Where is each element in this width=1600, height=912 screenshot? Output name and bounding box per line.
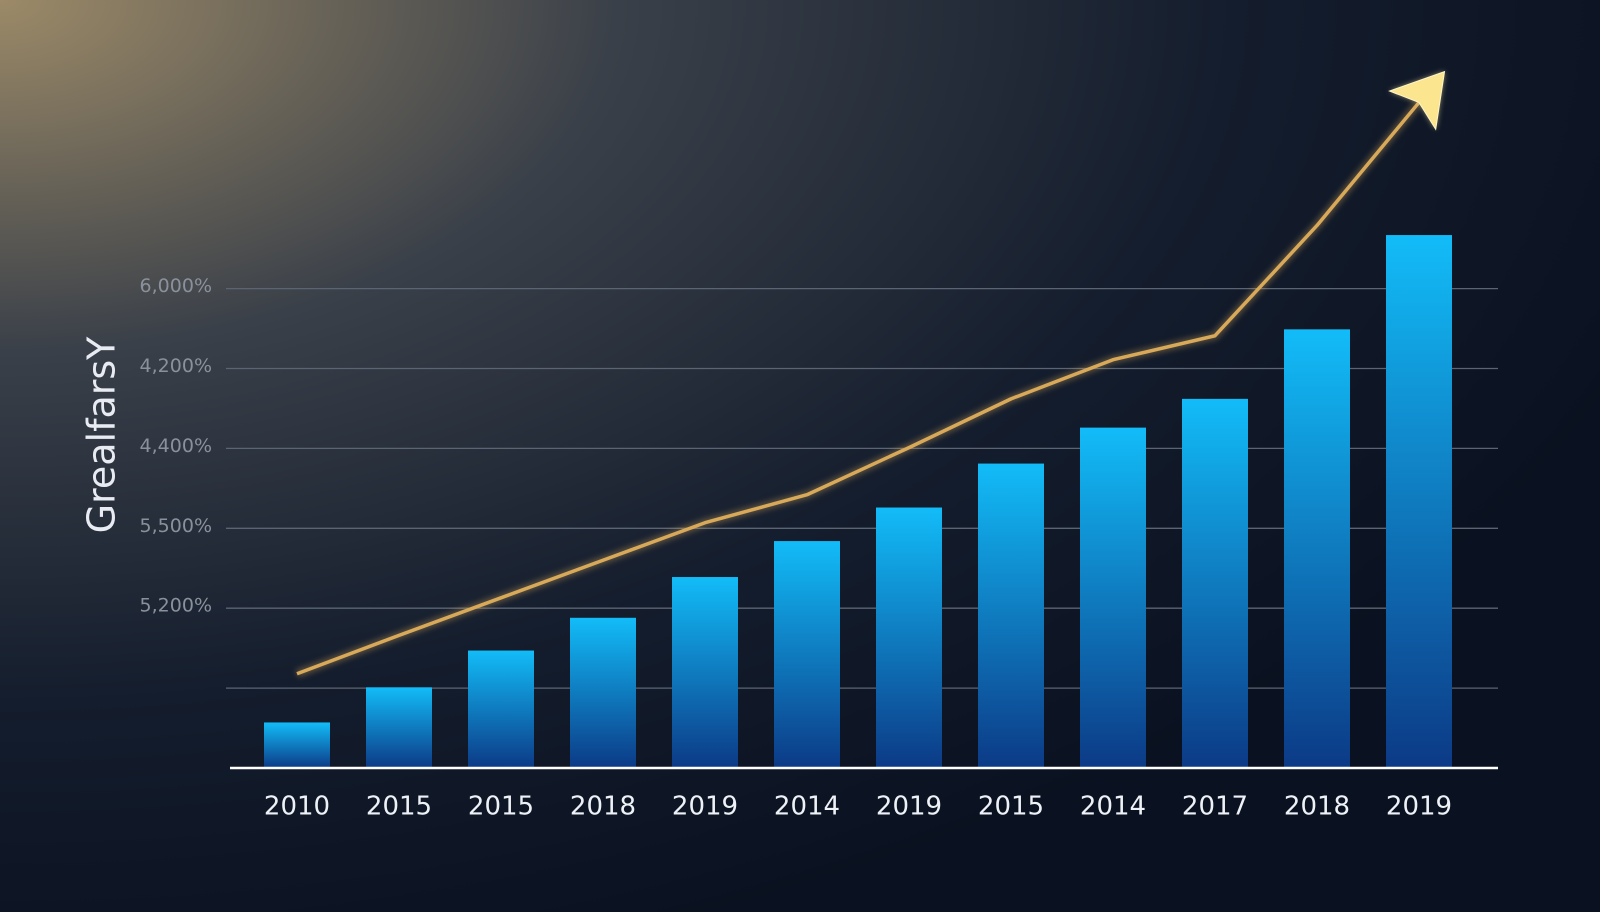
bar xyxy=(774,541,840,768)
x-tick-label: 2015 xyxy=(468,792,534,822)
y-tick-label: 4,200% xyxy=(140,355,212,377)
bar xyxy=(1182,398,1248,768)
line xyxy=(296,101,1421,676)
bar xyxy=(570,617,636,768)
bar xyxy=(1284,329,1350,768)
bars xyxy=(264,235,1452,768)
x-tick-label: 2015 xyxy=(366,792,432,822)
y-axis-label: GrealfarsY xyxy=(80,336,124,534)
bar xyxy=(1080,427,1146,768)
x-tick-label: 2018 xyxy=(1284,792,1350,822)
bar xyxy=(264,722,330,768)
y-tick-label: 5,200% xyxy=(140,595,212,617)
bar xyxy=(978,463,1044,768)
bar xyxy=(672,577,738,768)
x-tick-label: 2019 xyxy=(1386,792,1452,822)
arrow-head xyxy=(1388,70,1446,131)
x-tick-label: 2014 xyxy=(1080,792,1146,822)
x-tick-label: 2018 xyxy=(570,792,636,822)
y-tick-label: 6,000% xyxy=(140,275,212,297)
x-labels: 2010 2015 2015 2018 2019 2014 2019 2015 2014 2017… xyxy=(264,792,1452,822)
bar xyxy=(876,507,942,768)
bar xyxy=(366,687,432,768)
x-tick-label: 2017 xyxy=(1182,792,1248,822)
x-tick-label: 2014 xyxy=(774,792,840,822)
lines xyxy=(295,70,1446,678)
x-tick-label: 2019 xyxy=(876,792,942,822)
x-tick-label: 2019 xyxy=(672,792,738,822)
y-tick-label: 5,500% xyxy=(140,515,212,537)
bar xyxy=(468,650,534,768)
bar xyxy=(1386,235,1452,768)
y-tick-label: 4,400% xyxy=(140,435,212,457)
x-tick-label: 2010 xyxy=(264,792,330,822)
x-tick-label: 2015 xyxy=(978,792,1044,822)
